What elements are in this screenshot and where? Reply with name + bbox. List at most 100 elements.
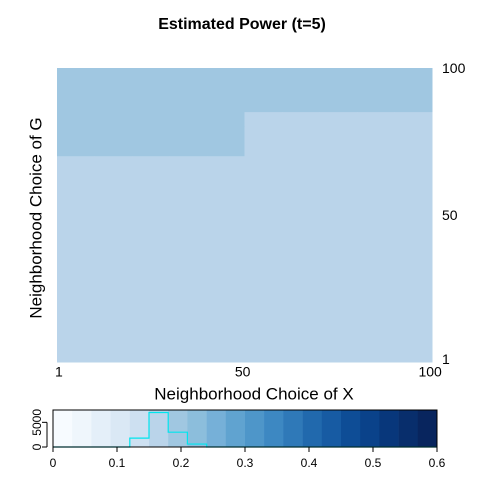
heatmap-cell — [57, 68, 95, 84]
colorbar-bin — [264, 410, 284, 447]
heatmap-cell — [207, 215, 245, 231]
heatmap-cell — [207, 244, 245, 260]
heatmap-cell — [207, 303, 245, 319]
colorbar-bin — [72, 410, 92, 447]
heatmap-cell — [394, 112, 433, 128]
heatmap-cell — [282, 332, 320, 348]
heatmap-cell — [357, 200, 395, 216]
hist-tick-label: 5000 — [30, 409, 44, 436]
heatmap-cell — [207, 347, 245, 363]
heatmap-cell — [394, 303, 433, 319]
colorbar-bin — [149, 410, 169, 447]
heatmap-cell — [94, 185, 133, 201]
heatmap-cell — [244, 185, 283, 201]
heatmap-cell — [357, 170, 395, 187]
heatmap-cell — [132, 332, 170, 348]
heatmap-cell — [57, 317, 95, 334]
heatmap-cell — [394, 259, 433, 275]
colorbar-bin — [302, 410, 323, 447]
heatmap-cell — [319, 97, 358, 113]
heatmap-cell — [57, 185, 95, 201]
heatmap-cell — [132, 68, 170, 84]
heatmap-cell — [282, 112, 320, 128]
heatmap-cell — [132, 126, 170, 142]
heatmap-cell — [169, 273, 208, 289]
heatmap-cell — [207, 229, 245, 245]
heatmap-cell — [282, 156, 320, 172]
heatmap-cell — [357, 141, 395, 157]
heatmap-cell — [94, 332, 133, 348]
heatmap-cell — [169, 288, 208, 304]
heatmap-cell — [207, 185, 245, 201]
heatmap-cell — [244, 170, 283, 187]
heatmap-cell — [207, 97, 245, 113]
heatmap-cell — [319, 141, 358, 157]
heatmap-cell — [94, 126, 133, 142]
heatmap-cell — [57, 244, 95, 260]
heatmap-cell — [357, 68, 395, 84]
heatmap-cell — [94, 112, 133, 128]
heatmap-cell — [94, 288, 133, 304]
heatmap-cell — [169, 215, 208, 231]
heatmap-cell — [244, 303, 283, 319]
heatmap-cell — [94, 259, 133, 275]
heatmap-cell — [394, 156, 433, 172]
heatmap-cell — [282, 273, 320, 289]
heatmap-cell — [282, 200, 320, 216]
x-axis-label: Neighborhood Choice of X — [154, 384, 353, 403]
heatmap-cell — [319, 347, 358, 363]
heatmap-cell — [207, 317, 245, 334]
heatmap-cell — [319, 332, 358, 348]
heatmap-cell — [132, 112, 170, 128]
heatmap-cell — [244, 112, 283, 128]
heatmap-cell — [282, 259, 320, 275]
heatmap-cell — [57, 126, 95, 142]
heatmap-cell — [57, 273, 95, 289]
heatmap-cell — [394, 68, 433, 84]
heatmap-cell — [132, 200, 170, 216]
heatmap-cell — [357, 347, 395, 363]
heatmap-cell — [94, 97, 133, 113]
heatmap-cell — [282, 215, 320, 231]
heatmap-cell — [169, 185, 208, 201]
heatmap-cell — [244, 68, 283, 84]
heatmap-cell — [57, 97, 95, 113]
heatmap-cell — [207, 332, 245, 348]
heatmap-cell — [282, 126, 320, 142]
heatmap-cell — [132, 244, 170, 260]
colorbar-bin — [379, 410, 399, 447]
heatmap-cell — [132, 347, 170, 363]
heatmap-cell — [244, 317, 283, 334]
heatmap-cell — [94, 141, 133, 157]
heatmap-cell — [57, 200, 95, 216]
heatmap-cell — [94, 68, 133, 84]
heatmap-cell — [319, 170, 358, 187]
heatmap-cell — [319, 303, 358, 319]
heatmap-cell — [57, 332, 95, 348]
colorbar-bin — [53, 410, 73, 447]
heatmap-cell — [57, 82, 95, 98]
heatmap-cell — [357, 185, 395, 201]
colorbar-bin — [110, 410, 131, 447]
heatmap-cell — [132, 185, 170, 201]
heatmap-cell — [244, 156, 283, 172]
heatmap-cell — [282, 170, 320, 187]
heatmap-cell — [357, 229, 395, 245]
heatmap-cell — [357, 97, 395, 113]
x-tick-label: 50 — [235, 364, 251, 380]
heatmap-cell — [319, 68, 358, 84]
heatmap-cell — [319, 82, 358, 98]
colorbar-tick-label: 0.5 — [365, 456, 382, 470]
heatmap-cell — [394, 332, 433, 348]
heatmap-cell — [319, 112, 358, 128]
heatmap-cell — [207, 126, 245, 142]
heatmap-cell — [244, 126, 283, 142]
chart-title: Estimated Power (t=5) — [158, 16, 326, 33]
heatmap-cell — [169, 303, 208, 319]
heatmap-cell — [207, 141, 245, 157]
heatmap-cell — [357, 259, 395, 275]
colorbar-bin — [245, 410, 265, 447]
heatmap-cell — [169, 156, 208, 172]
heatmap-cell — [57, 229, 95, 245]
